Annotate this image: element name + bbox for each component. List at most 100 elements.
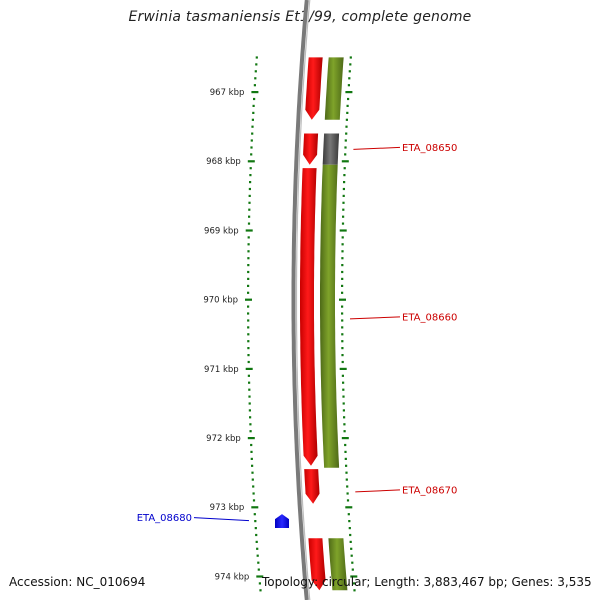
gene-label-eta_08680: ETA_08680 (137, 513, 192, 524)
scale-minor-tick (254, 520, 257, 523)
outer-minor-tick (341, 277, 344, 280)
outer-minor-tick (342, 187, 345, 191)
scale-minor-tick (259, 589, 262, 592)
outer-major-tick (339, 298, 346, 301)
outer-minor-tick (341, 257, 344, 260)
scale-minor-tick (248, 187, 251, 191)
outer-minor-tick (342, 215, 345, 218)
outer-minor-tick (341, 347, 344, 350)
outer-major-tick (350, 575, 358, 578)
outer-minor-tick (351, 568, 354, 571)
scale-minor-tick (252, 499, 256, 502)
scale-minor-tick (249, 416, 252, 419)
scale-label-974: 974 kbp (215, 572, 250, 582)
scale-label-973: 973 kbp (210, 503, 245, 513)
outer-minor-tick (345, 478, 348, 481)
outer-minor-tick (341, 312, 344, 315)
scale-minor-tick (251, 132, 254, 135)
outer-minor-tick (341, 326, 344, 329)
outer-minor-tick (349, 540, 352, 543)
scale-minor-tick (250, 443, 253, 447)
scale-minor-tick (247, 326, 250, 329)
outer-minor-tick (342, 409, 345, 412)
outer-major-tick (341, 437, 349, 440)
backbone-highlight-arc (295, 0, 311, 600)
outer-major-tick (345, 506, 353, 509)
outer-minor-tick (345, 471, 348, 474)
scale-major-tick (256, 575, 264, 578)
scale-minor-tick (247, 354, 250, 357)
scale-minor-tick (250, 146, 253, 149)
scale-major-tick (251, 91, 259, 94)
scale-minor-tick (247, 222, 251, 225)
outer-minor-tick (349, 63, 352, 66)
scale-minor-tick (255, 533, 258, 537)
scale-minor-tick (255, 63, 258, 66)
scale-minor-tick (257, 561, 260, 564)
scale-minor-tick (253, 84, 256, 87)
outer-minor-tick (341, 243, 344, 246)
scale-minor-tick (247, 333, 250, 336)
reverse-gene-arrow (275, 514, 289, 528)
scale-minor-tick (252, 104, 255, 107)
outer-minor-tick (348, 77, 351, 80)
scale-minor-tick (249, 167, 252, 170)
scale-minor-tick (247, 319, 250, 322)
scale-major-tick (245, 229, 253, 232)
label-leader-line (349, 316, 401, 320)
scale-minor-tick (249, 423, 252, 426)
scale-minor-tick (251, 464, 254, 467)
outer-major-tick (345, 91, 353, 94)
outer-minor-tick (344, 153, 347, 156)
scale-minor-tick (252, 111, 255, 114)
outer-minor-tick (341, 264, 344, 267)
outer-minor-tick (349, 533, 352, 537)
scale-minor-tick (251, 471, 254, 474)
forward-gene-arrow (305, 57, 323, 120)
scale-minor-tick (248, 194, 251, 197)
scale-major-tick (247, 160, 255, 163)
forward-gene-arrow (303, 133, 319, 165)
scale-minor-tick (247, 347, 250, 350)
outer-minor-tick (341, 305, 344, 308)
outer-minor-tick (345, 132, 348, 135)
outer-minor-tick (348, 70, 351, 73)
outer-minor-tick (345, 118, 348, 121)
scale-minor-tick (247, 360, 250, 364)
scale-minor-tick (247, 284, 250, 287)
forward-gene-arrow (300, 168, 318, 466)
gene-label-eta_08650: ETA_08650 (402, 143, 457, 154)
outer-minor-tick (342, 208, 345, 211)
outer-major-tick (341, 160, 349, 163)
scale-minor-tick (254, 77, 257, 80)
topology-summary: Topology: circular; Length: 3,883,467 bp… (262, 575, 592, 589)
outer-minor-tick (343, 430, 346, 433)
scale-major-tick (251, 506, 259, 509)
scale-minor-tick (250, 153, 253, 156)
scale-minor-tick (250, 450, 253, 453)
accession-text: Accession: NC_010694 (9, 575, 146, 589)
scale-minor-tick (247, 264, 250, 267)
outer-minor-tick (341, 354, 344, 357)
outer-minor-tick (342, 201, 345, 204)
scale-minor-tick (248, 208, 251, 211)
scale-minor-tick (249, 174, 252, 177)
outer-minor-tick (346, 499, 350, 502)
outer-minor-tick (343, 174, 346, 177)
scale-minor-tick (254, 70, 257, 73)
outer-minor-tick (343, 423, 346, 426)
scale-minor-tick (250, 457, 253, 460)
scale-minor-tick (257, 568, 260, 571)
outer-minor-tick (352, 582, 355, 585)
outer-minor-tick (342, 194, 345, 197)
scale-minor-tick (248, 215, 251, 218)
scale-minor-tick (247, 270, 250, 274)
outer-minor-tick (341, 236, 344, 239)
scale-minor-tick (258, 582, 261, 585)
scale-minor-tick (247, 305, 250, 308)
backbone-layer (291, 0, 311, 600)
outer-minor-tick (341, 250, 344, 253)
outer-minor-tick (341, 340, 344, 343)
